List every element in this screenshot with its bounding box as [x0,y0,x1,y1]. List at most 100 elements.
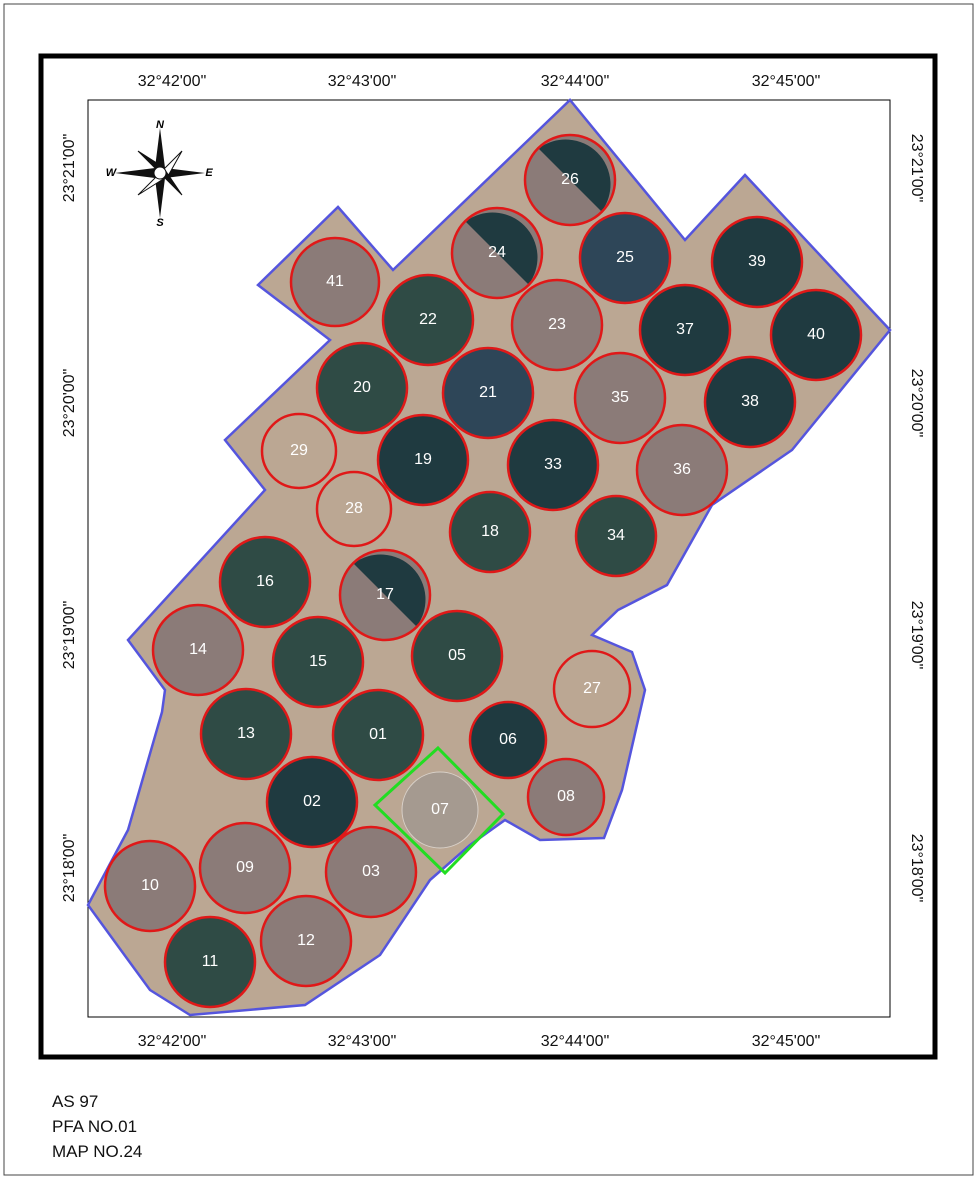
field-pivot [315,341,409,435]
right-coord: 23°20'00" [908,369,925,438]
map-frame [38,53,938,1060]
field-label: 28 [345,500,363,517]
field-label: 39 [748,253,766,270]
compass-n: N [156,119,165,131]
field-pivot [381,273,475,367]
field-label: 33 [544,456,562,473]
field-label: 27 [583,680,601,697]
field-ring [450,206,544,300]
field-pivot [638,283,732,377]
field-label: 08 [557,788,575,805]
field-label: 14 [189,641,207,658]
field-label: 22 [419,311,437,328]
field-label: 18 [481,523,499,540]
field-label: 20 [353,379,371,396]
field-label: 06 [499,731,517,748]
top-coord: 32°44'00" [541,73,610,90]
field-label: 29 [290,442,308,459]
field-pivot [265,755,359,849]
field-pivot [103,839,197,933]
field-pivot [468,700,548,780]
field-07-boundary [372,745,506,876]
field-pivot [448,490,532,574]
field-label: 15 [309,653,327,670]
footer-line: MAP NO.24 [52,1142,142,1161]
field-pivot [441,346,535,440]
right-coord: 23°18'00" [908,834,925,903]
field-label: 35 [611,389,629,406]
field-pivot [703,355,797,449]
field-label: 17 [376,586,394,603]
field-label: 26 [561,171,579,188]
right-coord: 23°19'00" [908,601,925,670]
field-label: 36 [673,461,691,478]
top-coord: 32°43'00" [328,73,397,90]
field-pivot-half [353,554,426,627]
field-pivot [163,915,257,1009]
field-pivot [376,413,470,507]
field-pivot [552,649,632,729]
field-label: 34 [607,527,625,544]
field-ring [523,133,617,227]
field-pivot [578,211,672,305]
field-pivot [526,757,606,837]
field-label: 38 [741,393,759,410]
field-label: 23 [548,316,566,333]
field-pivot [410,609,504,703]
field-pivot-half [465,212,538,285]
left-coord: 23°18'00" [61,834,78,903]
fields: 26 24 25 39 41 22 23 37 40 20 21 35 38 29 19 33 36 28 18 34… [103,133,863,1009]
field-pivot [199,687,293,781]
field-pivot [401,771,479,849]
field-label: 16 [256,573,274,590]
field-pivot [331,688,425,782]
field-pivot [151,603,245,697]
field-pivot [289,236,381,328]
field-label: 41 [326,273,344,290]
field-pivot [506,418,600,512]
field-label: 40 [807,326,825,343]
field-pivot [315,470,393,548]
field-pivot [510,278,604,372]
footer-line: PFA NO.01 [52,1117,137,1136]
bottom-coord: 32°45'00" [752,1033,821,1050]
field-label: 03 [362,863,380,880]
field-ring [338,548,432,642]
field-label: 09 [236,859,254,876]
right-coord: 23°21'00" [908,134,925,203]
field-pivot-half [538,139,611,212]
compass-s: S [156,217,164,229]
top-coord: 32°45'00" [752,73,821,90]
field-label: 21 [479,384,497,401]
bottom-coord: 32°42'00" [138,1033,207,1050]
field-label: 19 [414,451,432,468]
field-label: 13 [237,725,255,742]
compass: N S E W [106,119,214,229]
field-label: 12 [297,932,315,949]
bottom-coord: 32°43'00" [328,1033,397,1050]
field-label: 37 [676,321,694,338]
grid-labels: 32°42'00" 32°42'00" 32°43'00" 32°43'00" 32°4… [61,73,925,1050]
bottom-coord: 32°44'00" [541,1033,610,1050]
footer-line: AS 97 [52,1092,98,1111]
field-label: 01 [369,726,387,743]
field-pivot [259,894,353,988]
field-label: 10 [141,877,159,894]
field-pivot [260,412,338,490]
left-coord: 23°19'00" [61,601,78,670]
field-label: 05 [448,647,466,664]
left-coord: 23°21'00" [61,134,78,203]
field-label: 11 [202,953,219,970]
field-pivot [769,288,863,382]
field-pivot [574,494,658,578]
field-pivot [271,615,365,709]
field-pivot [198,821,292,915]
field-pivot [635,423,729,517]
field-label: 25 [616,249,634,266]
field-label: 02 [303,793,321,810]
field-pivot [573,351,667,445]
field-pivot [218,535,312,629]
field-pivot [710,215,804,309]
field-label: 07 [431,801,449,818]
